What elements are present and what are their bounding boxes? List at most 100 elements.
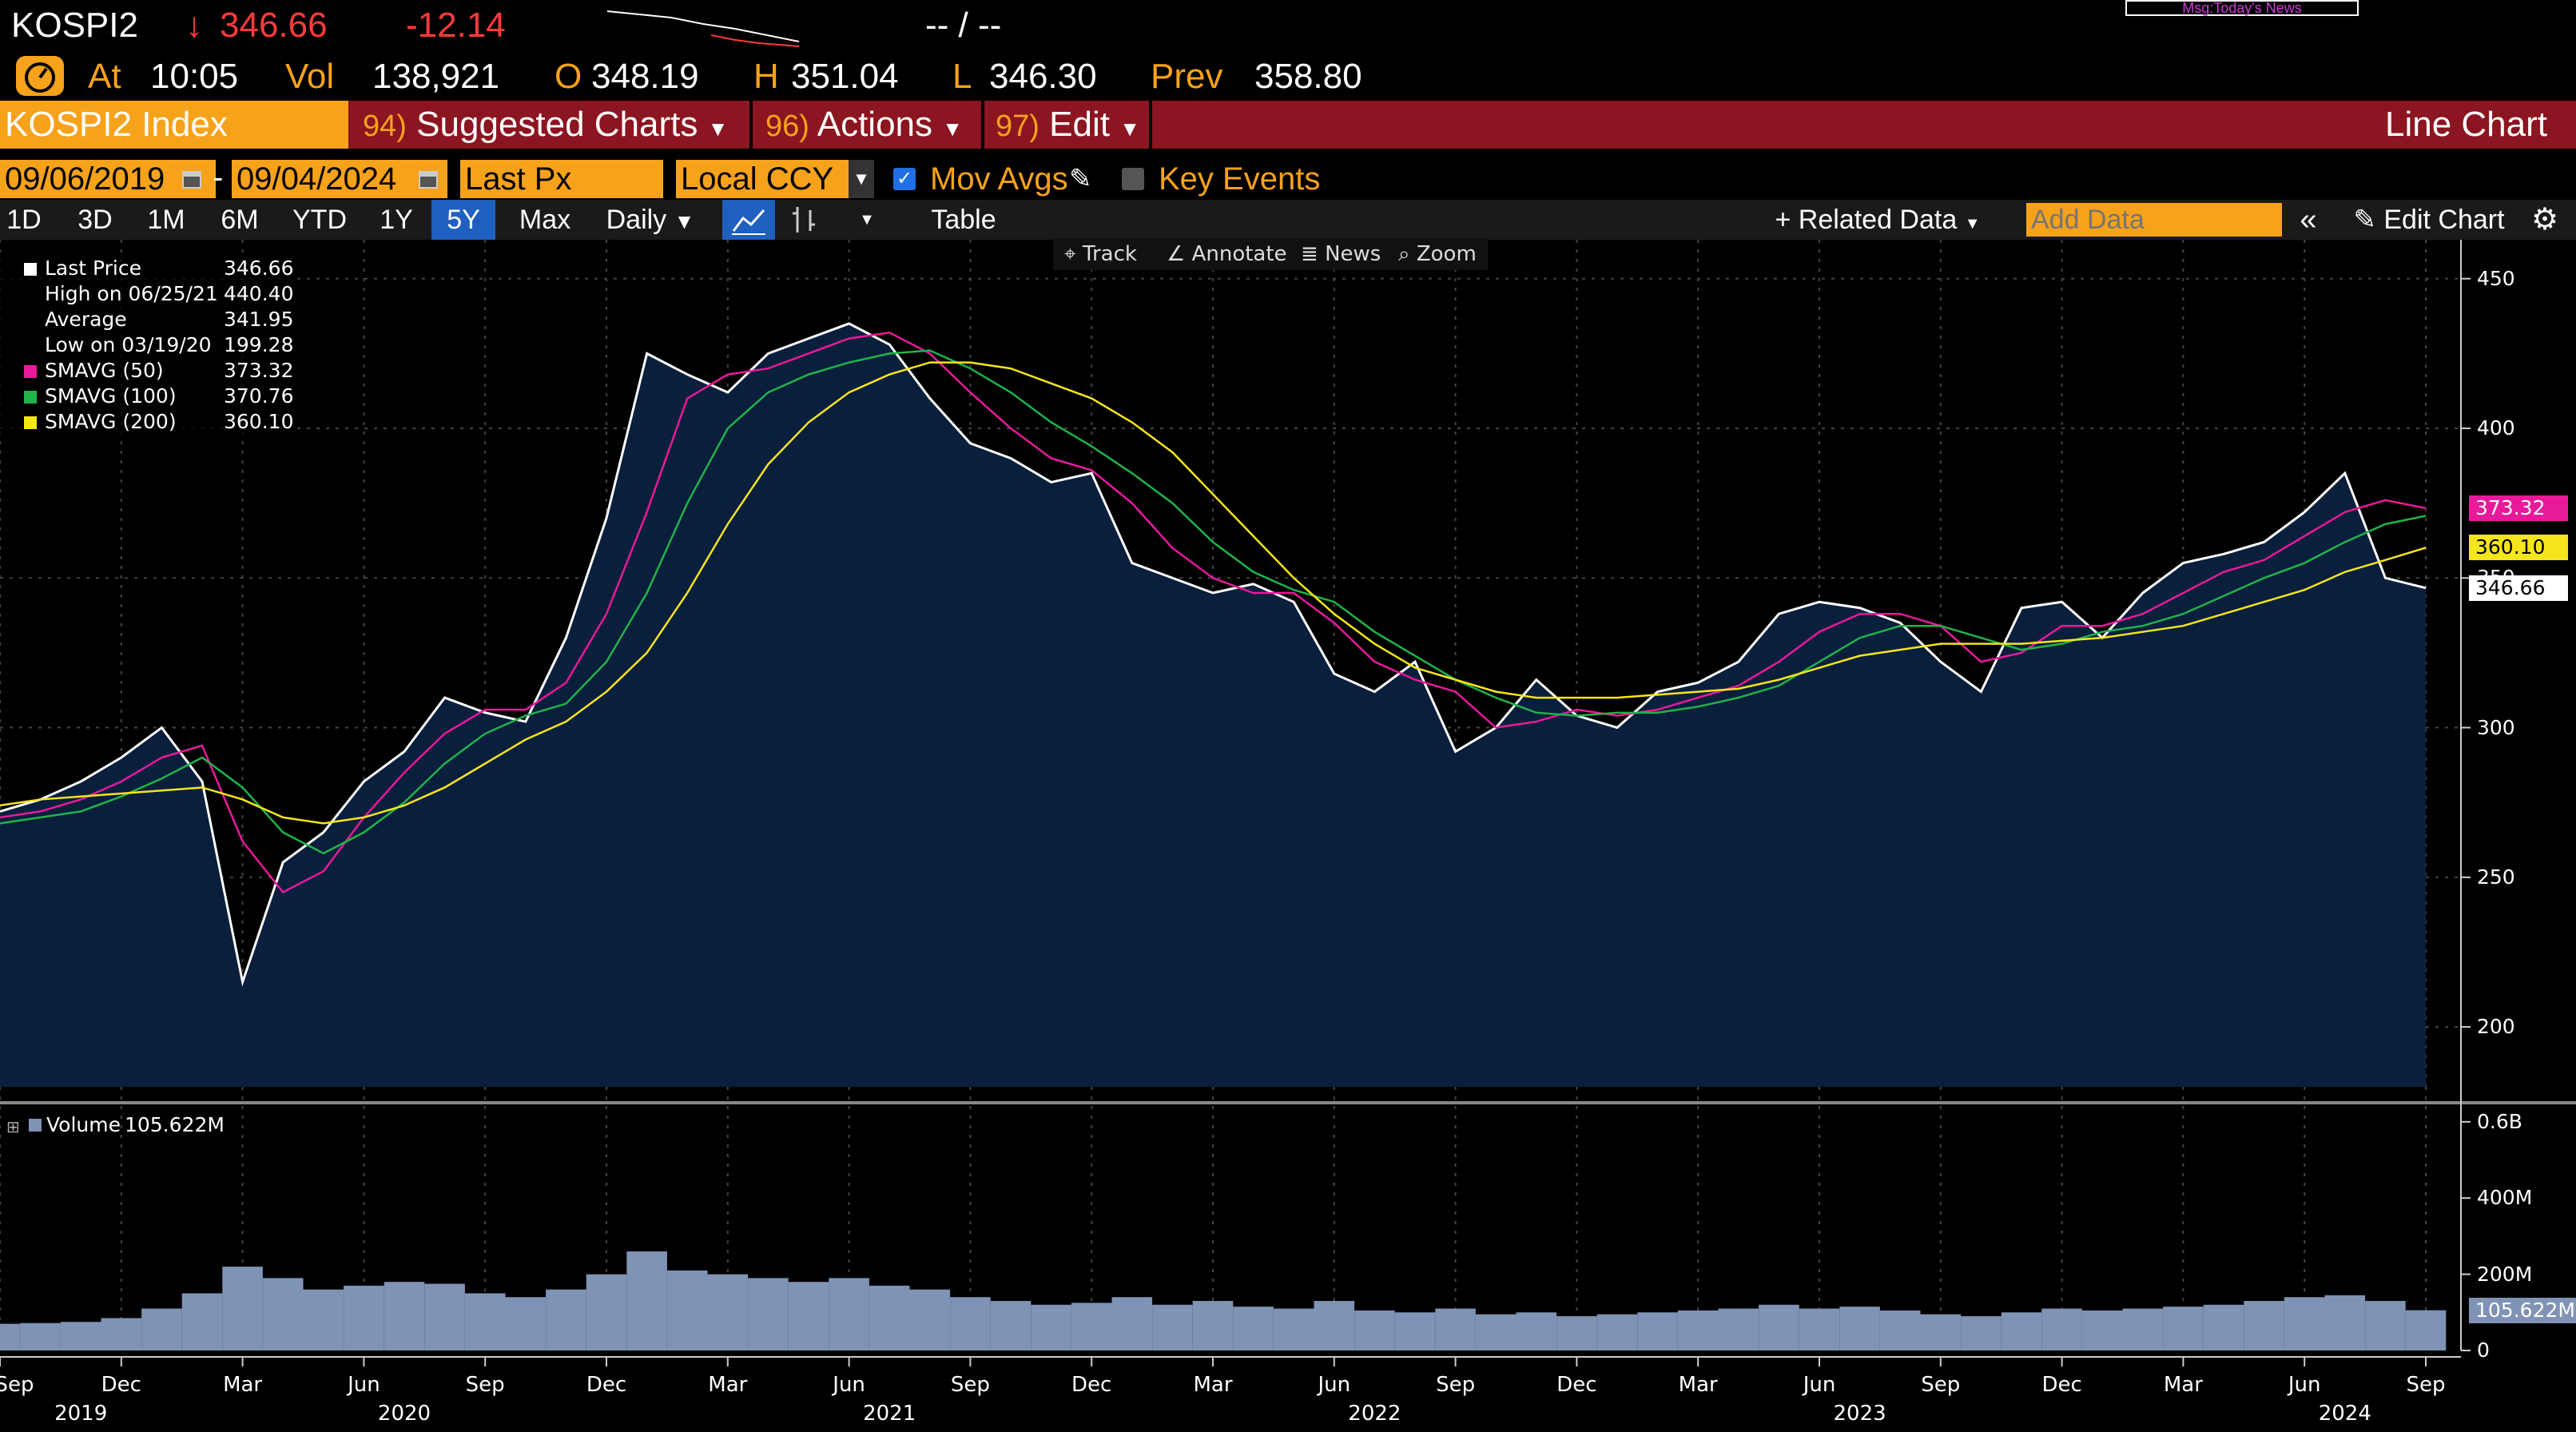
- low-label: L: [952, 57, 972, 96]
- legend-swatch: [24, 416, 37, 429]
- x-month-label: Jun: [2288, 1373, 2321, 1397]
- track-tool[interactable]: ⌖ Track: [1064, 242, 1137, 266]
- volume-bar: [505, 1297, 547, 1350]
- legend-value: 440.40: [224, 282, 294, 305]
- field-select-value: Last Px: [465, 161, 572, 197]
- chart-tools-bar: [1053, 238, 1488, 270]
- period-1m[interactable]: 1M: [147, 205, 185, 235]
- zoom-tool[interactable]: ⌕ Zoom: [1398, 242, 1477, 266]
- price-tag: 360.10: [2469, 535, 2568, 561]
- expand-icon[interactable]: ⊞: [6, 1119, 20, 1136]
- x-month-label: Sep: [1436, 1373, 1476, 1397]
- function-menu-bar: KOSPI2 Index 94) Suggested Charts ▼ 96) …: [0, 101, 2576, 149]
- edit-chart-button[interactable]: ✎ Edit Chart: [2341, 200, 2517, 240]
- volume-tag: 105.622M: [2469, 1297, 2576, 1323]
- chevron-down-icon: ▼: [942, 117, 963, 141]
- add-data-input[interactable]: [2026, 203, 2282, 237]
- menu-divider: [749, 101, 753, 149]
- price-plot: [0, 322, 2427, 1088]
- field-select[interactable]: Last Px: [460, 160, 663, 198]
- volume-bar: [262, 1278, 304, 1350]
- gauge-icon[interactable]: [16, 56, 64, 96]
- legend-value: 341.95: [224, 308, 294, 331]
- open-label: O: [555, 57, 582, 96]
- calendar-icon[interactable]: [417, 168, 439, 190]
- annotate-tool[interactable]: ∠ Annotate: [1167, 242, 1287, 266]
- date-to-value: 09/04/2024: [237, 161, 397, 197]
- volume-bar: [1879, 1310, 1921, 1350]
- collapse-icon[interactable]: «: [2300, 203, 2317, 237]
- date-from-value: 09/06/2019: [5, 161, 165, 197]
- line-chart-icon[interactable]: [722, 200, 775, 240]
- ticker-symbol[interactable]: KOSPI2: [11, 6, 138, 45]
- x-month-label: Mar: [708, 1373, 748, 1397]
- edit-menu[interactable]: 97) Edit ▼: [996, 101, 1140, 149]
- vol-value: 138,921: [372, 57, 500, 96]
- calendar-icon[interactable]: [181, 168, 203, 190]
- period-max[interactable]: Max: [519, 205, 571, 235]
- period-1d[interactable]: 1D: [6, 205, 42, 235]
- volume-bar: [626, 1251, 667, 1350]
- news-label: News: [1325, 242, 1381, 266]
- related-data-menu[interactable]: + Related Data ▼: [1758, 200, 1998, 240]
- volume-bar: [424, 1283, 465, 1350]
- suggested-charts-menu[interactable]: 94) Suggested Charts ▼: [363, 101, 728, 149]
- volume-bar: [2001, 1312, 2042, 1350]
- period-5y[interactable]: 5Y: [431, 200, 495, 240]
- legend-row: SMAVG (50) 373.32: [0, 358, 296, 384]
- pencil-icon[interactable]: ✎: [1069, 164, 1092, 194]
- bar-chart-icon[interactable]: [780, 200, 828, 240]
- pencil-icon: ✎: [2353, 205, 2376, 235]
- x-month-label: Jun: [1803, 1373, 1836, 1397]
- legend-label: SMAVG (100): [45, 384, 177, 408]
- date-to-input[interactable]: 09/04/2024: [232, 160, 447, 198]
- legend-row: Low on 03/19/20 199.28: [0, 332, 296, 358]
- sparkline-icon: [607, 10, 799, 42]
- volume-y-label: 400M: [2477, 1186, 2533, 1210]
- actions-menu[interactable]: 96) Actions ▼: [765, 101, 963, 149]
- price-y-label: 450: [2477, 266, 2515, 290]
- chart-toolbar: 1D 3D 1M 6M YTD 1Y 5Y Max Daily ▼ ▼ Tabl…: [0, 200, 2576, 240]
- chart-area[interactable]: [0, 240, 2576, 1432]
- edit-num: 97): [996, 109, 1040, 143]
- suggested-charts-num: 94): [363, 109, 407, 143]
- mov-avgs-checkbox[interactable]: ✓: [893, 168, 916, 190]
- date-from-input[interactable]: 09/06/2019: [0, 160, 216, 198]
- period-6m[interactable]: 6M: [221, 205, 259, 235]
- volume-bar: [1314, 1301, 1355, 1350]
- date-separator: -: [213, 160, 224, 195]
- volume-bar: [0, 1323, 21, 1350]
- price-y-label: 200: [2477, 1015, 2515, 1039]
- period-1y[interactable]: 1Y: [380, 205, 413, 235]
- legend-row: SMAVG (100) 370.76: [0, 384, 296, 409]
- legend-value: 199.28: [224, 333, 294, 356]
- volume-bar: [1677, 1310, 1719, 1350]
- table-button[interactable]: Table: [931, 205, 996, 235]
- volume-bar: [1435, 1308, 1476, 1350]
- x-month-label: Jun: [1318, 1373, 1351, 1397]
- volume-bar: [2122, 1308, 2164, 1350]
- gear-icon[interactable]: ⚙: [2530, 203, 2559, 237]
- frequency-select[interactable]: Daily ▼: [594, 200, 706, 240]
- key-events-label: Key Events: [1159, 161, 1321, 197]
- chart-type-title: Line Chart: [2384, 105, 2547, 144]
- chevron-down-icon[interactable]: ▼: [859, 211, 875, 229]
- volume-bar: [1394, 1312, 1436, 1350]
- legend-row: SMAVG (200) 360.10: [0, 409, 296, 435]
- actions-label: Actions: [817, 105, 933, 144]
- security-field[interactable]: KOSPI2 Index: [0, 101, 348, 149]
- x-month-label: Sep: [2406, 1373, 2446, 1397]
- period-ytd[interactable]: YTD: [292, 205, 347, 235]
- price-tag: 373.32: [2469, 495, 2568, 521]
- key-events-checkbox[interactable]: [1122, 168, 1144, 190]
- open-value: 348.19: [591, 57, 699, 96]
- news-ticker[interactable]: Msg:Today's News: [2125, 0, 2359, 16]
- volume-bar: [2324, 1295, 2366, 1350]
- period-3d[interactable]: 3D: [78, 205, 113, 235]
- volume-bar: [303, 1289, 344, 1350]
- chevron-down-icon[interactable]: ▼: [849, 160, 874, 198]
- currency-select[interactable]: Local CCY: [676, 160, 868, 198]
- x-year-label: 2019: [54, 1402, 108, 1426]
- volume-bar: [2081, 1310, 2123, 1350]
- news-tool[interactable]: ≣ News: [1301, 242, 1381, 266]
